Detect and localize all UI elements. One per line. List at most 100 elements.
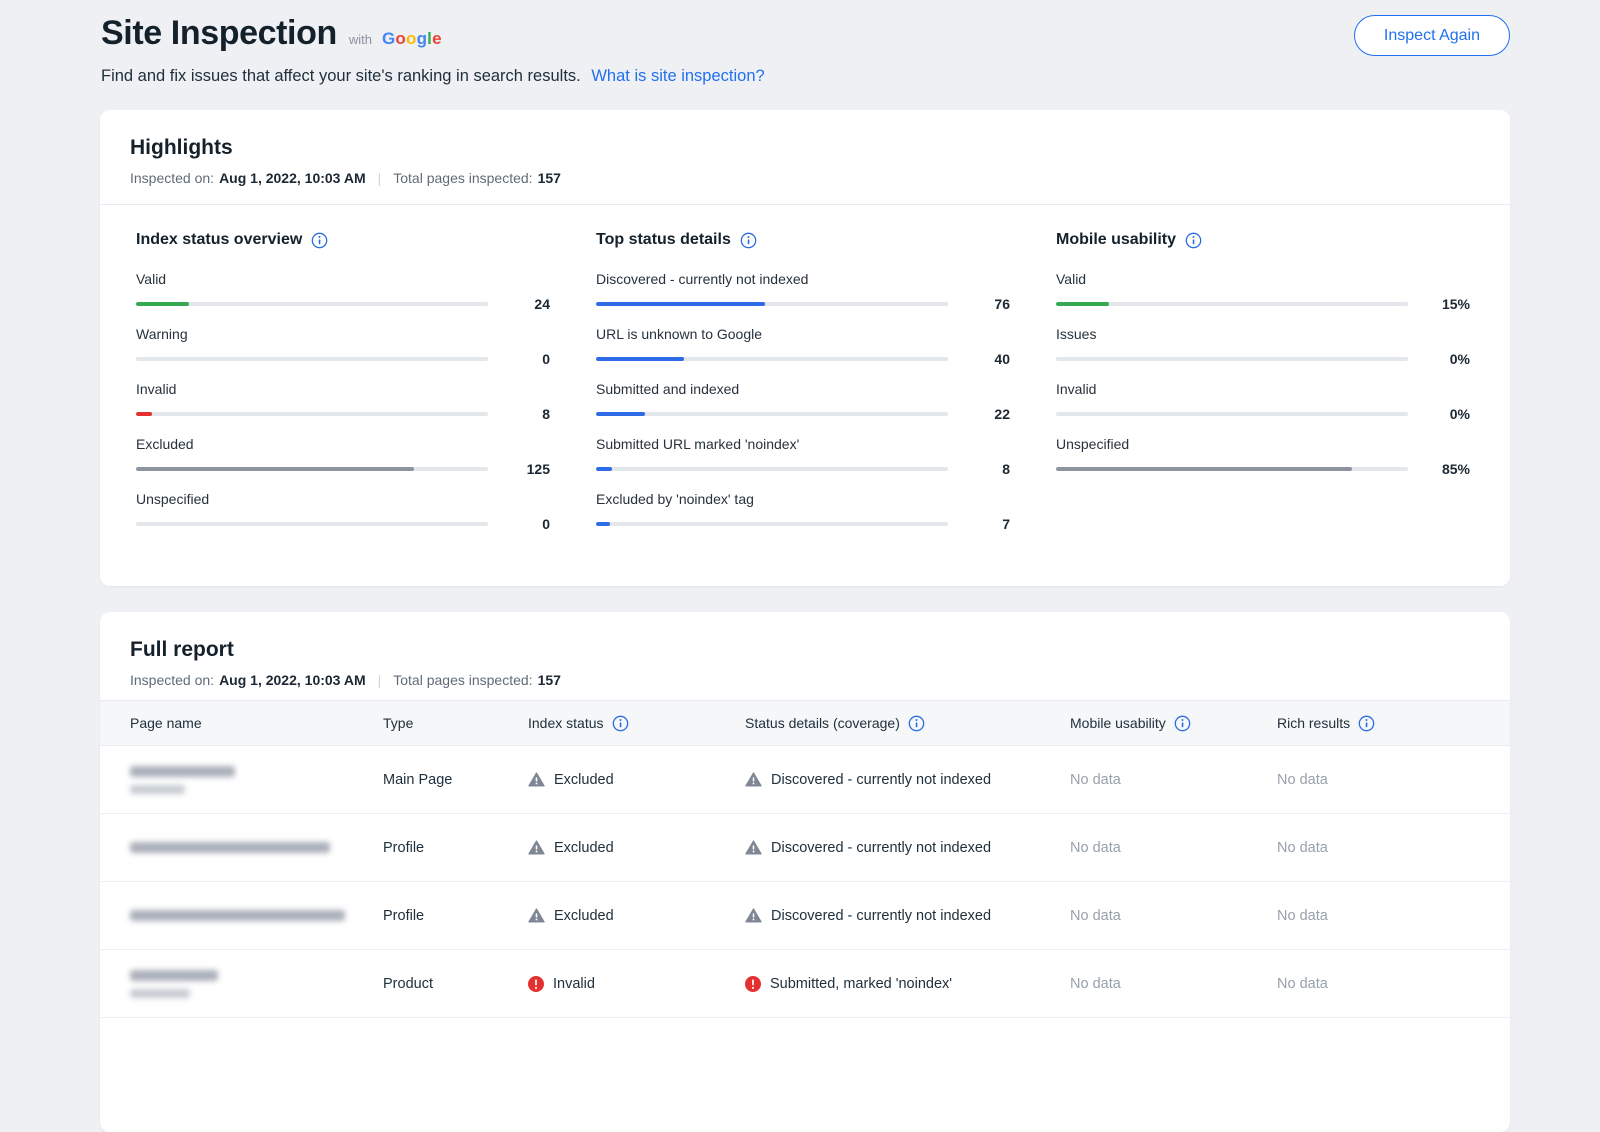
error-icon: [745, 975, 761, 992]
column-header-mobile-usability: Mobile usability: [1070, 715, 1277, 732]
page-type: Profile: [383, 907, 425, 924]
bar-track: [136, 302, 488, 306]
total-pages-label: Total pages inspected:: [393, 170, 533, 186]
table-row[interactable]: Profile Excluded Discovered - currently …: [100, 814, 1510, 882]
info-icon[interactable]: [612, 715, 629, 732]
stat-item: Invalid 0%: [1056, 381, 1470, 422]
with-label: with: [348, 32, 372, 47]
bar-track: [596, 302, 948, 306]
stat-item: Issues 0%: [1056, 326, 1470, 367]
bar-fill: [596, 357, 684, 361]
bar-fill: [596, 522, 611, 526]
index-status-cell: Invalid: [528, 975, 745, 992]
total-pages-label: Total pages inspected:: [393, 672, 533, 688]
page-name-redacted: [130, 969, 383, 998]
info-icon[interactable]: [1174, 715, 1191, 732]
bar-track: [1056, 467, 1408, 471]
bar-fill: [1056, 302, 1109, 306]
info-icon[interactable]: [1185, 232, 1202, 249]
bar-track: [596, 412, 948, 416]
stat-item: Excluded by 'noindex' tag 7: [596, 491, 1010, 532]
page-name-redacted: [130, 765, 383, 794]
bar-track: [136, 357, 488, 361]
stat-item: Unspecified 85%: [1056, 436, 1470, 477]
column-header-index-status: Index status: [528, 715, 745, 732]
bar-fill: [136, 412, 152, 416]
bar-fill: [596, 467, 612, 471]
index-status-overview-column: Index status overview Valid 24 Warning 0…: [136, 231, 550, 546]
table-row[interactable]: Main Page Excluded Discovered - currentl…: [100, 746, 1510, 814]
rich-results-cell: No data: [1277, 771, 1328, 788]
stat-item: Discovered - currently not indexed 76: [596, 271, 1010, 312]
table-row[interactable]: Profile Excluded Discovered - currently …: [100, 882, 1510, 950]
mobile-usability-cell: No data: [1070, 975, 1121, 992]
bar-track: [136, 522, 488, 526]
index-status-cell: Excluded: [528, 840, 745, 856]
rich-results-cell: No data: [1277, 907, 1328, 924]
bar-track: [136, 412, 488, 416]
bar-fill: [596, 412, 646, 416]
mobile-usability-cell: No data: [1070, 839, 1121, 856]
full-report-meta: Inspected on: Aug 1, 2022, 10:03 AM | To…: [130, 672, 561, 688]
info-icon[interactable]: [311, 232, 328, 249]
warning-icon: [745, 840, 762, 855]
stat-item: URL is unknown to Google 40: [596, 326, 1010, 367]
bar-track: [1056, 412, 1408, 416]
index-status-cell: Excluded: [528, 772, 745, 788]
stat-item: Valid 15%: [1056, 271, 1470, 312]
info-icon[interactable]: [740, 232, 757, 249]
warning-icon: [745, 908, 762, 923]
stat-item: Valid 24: [136, 271, 550, 312]
table-row[interactable]: Product Invalid Submitted, marked 'noind…: [100, 950, 1510, 1018]
bar-fill: [136, 467, 415, 471]
what-is-site-inspection-link[interactable]: What is site inspection?: [591, 67, 765, 85]
status-details-cell: Discovered - currently not indexed: [745, 908, 1070, 924]
mobile-usability-cell: No data: [1070, 907, 1121, 924]
warning-icon: [745, 772, 762, 787]
inspected-on-value: Aug 1, 2022, 10:03 AM: [219, 170, 366, 186]
warning-icon: [528, 772, 545, 787]
index-status-cell: Excluded: [528, 908, 745, 924]
page-name-redacted: [130, 842, 383, 853]
column-header-status-details: Status details (coverage): [745, 715, 1070, 732]
status-details-cell: Discovered - currently not indexed: [745, 772, 1070, 788]
page-subtitle: Find and fix issues that affect your sit…: [101, 67, 581, 85]
mobile-usability-cell: No data: [1070, 771, 1121, 788]
status-details-cell: Submitted, marked 'noindex': [745, 975, 1070, 992]
bar-track: [596, 522, 948, 526]
rich-results-cell: No data: [1277, 839, 1328, 856]
bar-fill: [596, 302, 765, 306]
full-report-title: Full report: [130, 638, 234, 661]
inspected-on-value: Aug 1, 2022, 10:03 AM: [219, 672, 366, 688]
stat-item: Submitted URL marked 'noindex' 8: [596, 436, 1010, 477]
stat-item: Unspecified 0: [136, 491, 550, 532]
page-type: Profile: [383, 839, 425, 856]
stat-item: Submitted and indexed 22: [596, 381, 1010, 422]
full-report-card: Full report Inspected on: Aug 1, 2022, 1…: [100, 612, 1510, 1132]
inspect-again-button[interactable]: Inspect Again: [1353, 15, 1510, 56]
total-pages-value: 157: [537, 170, 561, 186]
report-table-header: Page name Type Index status Status detai…: [100, 700, 1510, 746]
info-icon[interactable]: [908, 715, 925, 732]
column-title: Index status overview: [136, 231, 303, 248]
page-header: Site Inspection with Google Find and fix…: [0, 0, 1600, 86]
column-title: Mobile usability: [1056, 231, 1177, 248]
column-header-type: Type: [383, 715, 414, 731]
column-title: Top status details: [596, 231, 731, 248]
stat-item: Invalid 8: [136, 381, 550, 422]
info-icon[interactable]: [1358, 715, 1375, 732]
mobile-usability-column: Mobile usability Valid 15% Issues 0% Inv…: [1056, 231, 1470, 546]
google-logo: Google: [381, 29, 442, 48]
highlights-card: Highlights Inspected on: Aug 1, 2022, 10…: [100, 110, 1510, 586]
total-pages-value: 157: [537, 672, 561, 688]
bar-fill: [136, 302, 189, 306]
highlights-title: Highlights: [130, 136, 233, 159]
page-type: Main Page: [383, 771, 453, 788]
rich-results-cell: No data: [1277, 975, 1328, 992]
inspected-on-label: Inspected on:: [130, 170, 215, 186]
highlights-meta: Inspected on: Aug 1, 2022, 10:03 AM | To…: [130, 170, 561, 186]
bar-fill: [1056, 467, 1352, 471]
status-details-cell: Discovered - currently not indexed: [745, 840, 1070, 856]
error-icon: [528, 975, 544, 992]
stat-item: Excluded 125: [136, 436, 550, 477]
